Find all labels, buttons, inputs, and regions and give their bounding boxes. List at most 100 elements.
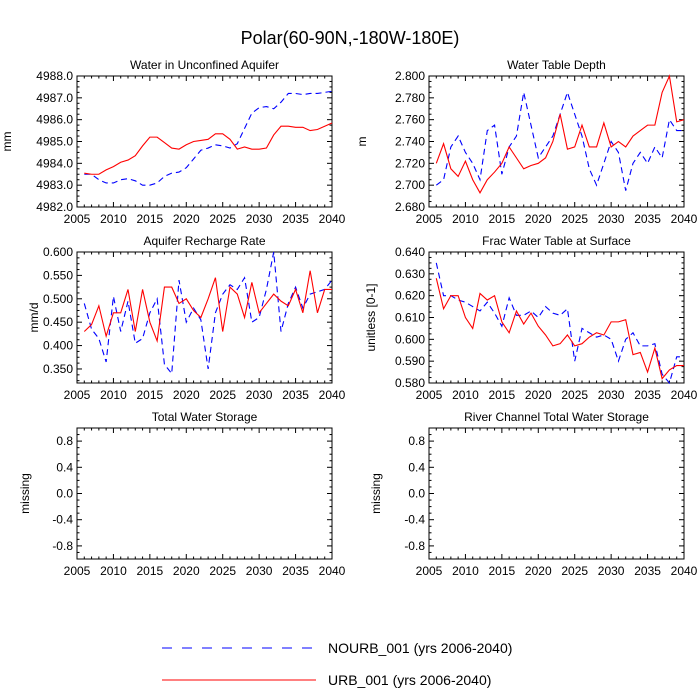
x-tick-label: 2005 [64, 212, 91, 226]
y-tick-label: 4984.0 [36, 156, 73, 170]
x-tick-label: 2010 [100, 564, 127, 578]
y-tick-label: 0.600 [43, 245, 73, 259]
x-tick-label: 2025 [561, 212, 588, 226]
x-tick-label: 2005 [64, 388, 91, 402]
y-tick-label: 2.800 [395, 69, 425, 83]
y-tick-label: 0.350 [43, 362, 73, 376]
series-line-urb_001 [84, 122, 333, 175]
y-tick-label: 0.620 [395, 289, 425, 303]
series-line-nourb_001 [84, 90, 333, 186]
x-tick-label: 2010 [452, 212, 479, 226]
y-tick-label: 4983.0 [36, 178, 73, 192]
x-tick-label: 2040 [319, 212, 346, 226]
x-tick-label: 2035 [282, 564, 309, 578]
y-tick-label: 0.400 [43, 339, 73, 353]
x-tick-label: 2020 [173, 564, 200, 578]
x-tick-label: 2020 [173, 388, 200, 402]
y-tick-label: 0.610 [395, 311, 425, 325]
y-axis-label: missing [369, 473, 383, 514]
chart-panel-4: Frac Water Table at Surface 2005 2010 2015 2… [364, 234, 698, 402]
x-tick-label: 2025 [209, 388, 236, 402]
y-axis-label: mm/d [27, 303, 41, 333]
plot-frame [76, 251, 333, 384]
plot-frame [76, 427, 333, 560]
y-tick-label: 0.4 [408, 460, 425, 474]
legend-nourb-label: NOURB_001 (yrs 2006-2040) [328, 640, 512, 656]
y-tick-label: 2.680 [395, 200, 425, 214]
y-tick-label: 0.500 [43, 292, 73, 306]
figure-title: Polar(60-90N,-180W-180E) [241, 28, 460, 48]
y-tick-label: 2.780 [395, 91, 425, 105]
x-tick-label: 2040 [319, 388, 346, 402]
x-tick-label: 2035 [634, 388, 661, 402]
y-tick-label: 0.0 [408, 487, 425, 501]
x-tick-label: 2025 [209, 212, 236, 226]
y-tick-label: 4987.0 [36, 91, 73, 105]
x-tick-label: 2015 [137, 212, 164, 226]
panel-title: River Channel Total Water Storage [464, 410, 649, 424]
panel-title: Frac Water Table at Surface [482, 234, 631, 248]
x-tick-label: 2030 [598, 212, 625, 226]
x-tick-label: 2010 [100, 388, 127, 402]
y-tick-label: -0.8 [404, 539, 425, 553]
x-tick-label: 2035 [282, 212, 309, 226]
y-tick-label: 0.0 [56, 487, 73, 501]
x-tick-label: 2025 [209, 564, 236, 578]
y-axis-label: m [355, 137, 369, 147]
x-tick-label: 2015 [137, 564, 164, 578]
series-line-nourb_001 [435, 262, 684, 385]
y-tick-label: 0.630 [395, 267, 425, 281]
y-tick-label: 0.580 [395, 376, 425, 390]
plot-frame [76, 75, 333, 208]
y-tick-label: 2.700 [395, 178, 425, 192]
y-tick-label: 0.590 [395, 354, 425, 368]
y-tick-label: 2.760 [395, 113, 425, 127]
chart-panel-5: Total Water Storage 2005 2010 2015 2020 2025 2… [18, 410, 346, 578]
x-tick-label: 2025 [561, 564, 588, 578]
legend-urb-label: URB_001 (yrs 2006-2040) [328, 672, 491, 688]
chart-panel-1: Water in Unconfined Aquifer 2005 2010 2015 2… [0, 58, 346, 226]
x-tick-label: 2005 [416, 388, 443, 402]
x-tick-label: 2030 [246, 388, 273, 402]
y-tick-label: 4985.0 [36, 135, 73, 149]
x-tick-label: 2015 [489, 388, 516, 402]
y-tick-label: 2.720 [395, 156, 425, 170]
x-tick-label: 2005 [416, 564, 443, 578]
x-tick-label: 2010 [452, 564, 479, 578]
y-tick-label: 0.640 [395, 245, 425, 259]
x-tick-label: 2030 [598, 388, 625, 402]
x-tick-label: 2040 [671, 564, 698, 578]
y-tick-label: -0.8 [52, 539, 73, 553]
x-tick-label: 2010 [100, 212, 127, 226]
plot-frame [428, 427, 685, 560]
y-tick-label: 0.550 [43, 268, 73, 282]
y-axis-label: missing [18, 473, 32, 514]
x-tick-label: 2015 [489, 212, 516, 226]
x-tick-label: 2030 [598, 564, 625, 578]
x-tick-label: 2040 [319, 564, 346, 578]
x-tick-label: 2020 [525, 388, 552, 402]
x-tick-label: 2015 [489, 564, 516, 578]
chart-panel-3: Aquifer Recharge Rate 2005 2010 2015 2020 202… [27, 234, 346, 402]
y-axis-label: mm [0, 132, 14, 152]
x-tick-label: 2035 [282, 388, 309, 402]
x-tick-label: 2020 [173, 212, 200, 226]
panel-title: Water in Unconfined Aquifer [130, 58, 279, 72]
y-tick-label: 0.8 [408, 434, 425, 448]
legend: NOURB_001 (yrs 2006-2040) URB_001 (yrs 2… [162, 640, 512, 688]
y-tick-label: 4988.0 [36, 69, 73, 83]
x-tick-label: 2035 [634, 212, 661, 226]
series-line-urb_001 [435, 74, 685, 194]
x-tick-label: 2020 [525, 564, 552, 578]
y-tick-label: -0.4 [404, 513, 425, 527]
y-tick-label: -0.4 [52, 513, 73, 527]
x-tick-label: 2015 [137, 388, 164, 402]
panel-title: Total Water Storage [152, 410, 258, 424]
plot-frame [428, 75, 685, 208]
x-tick-label: 2025 [561, 388, 588, 402]
panel-title: Aquifer Recharge Rate [143, 234, 265, 248]
y-tick-label: 4982.0 [36, 200, 73, 214]
x-tick-label: 2035 [634, 564, 661, 578]
x-tick-label: 2005 [64, 564, 91, 578]
